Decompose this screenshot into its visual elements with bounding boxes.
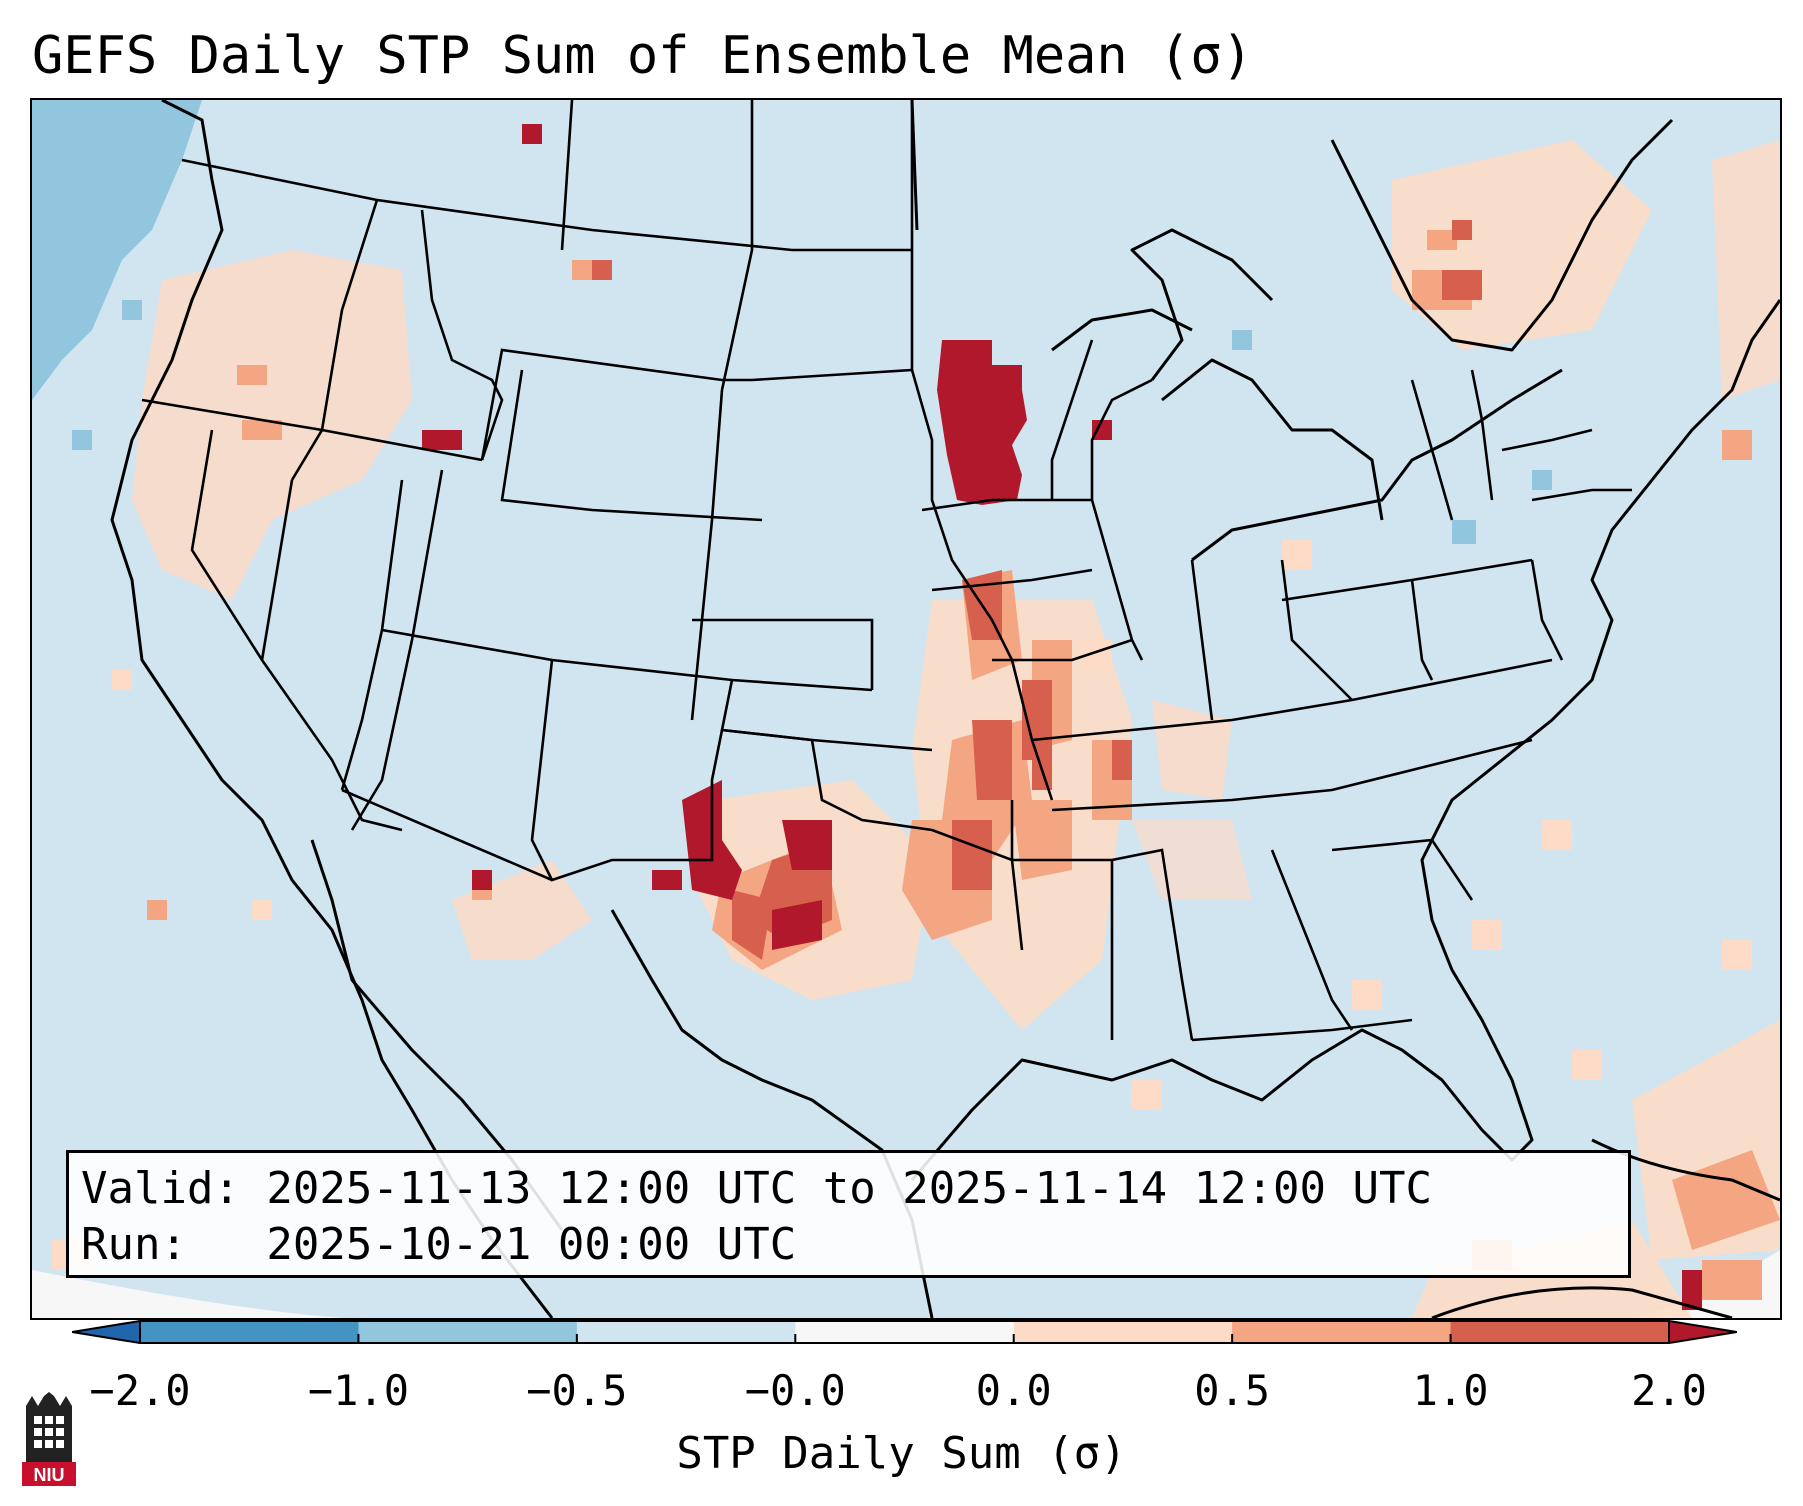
colorbar-bin <box>1450 1321 1670 1343</box>
extreme-anomaly-field <box>422 124 1702 1310</box>
colorbar <box>72 1320 1737 1344</box>
colorbar-bin <box>1013 1321 1233 1343</box>
colorbar-tick-label: 0.5 <box>1194 1366 1271 1415</box>
colorbar-tick-label: −0.0 <box>744 1366 846 1415</box>
valid-run-info-box: Valid: 2025-11-13 12:00 UTC to 2025-11-1… <box>66 1150 1631 1278</box>
colorbar-tick-label: 1.0 <box>1412 1366 1489 1415</box>
colorbar-tick-label: −0.5 <box>526 1366 628 1415</box>
niu-logo-text: NIU <box>34 1465 65 1485</box>
page-title: GEFS Daily STP Sum of Ensemble Mean (σ) <box>32 26 1253 86</box>
colorbar-bin <box>140 1321 359 1343</box>
colorbar-tick-label: 2.0 <box>1631 1366 1707 1415</box>
colorbar-bin <box>358 1321 578 1343</box>
colorbar-tick-label: 0.0 <box>975 1366 1052 1415</box>
coastlines <box>110 100 1780 1318</box>
colorbar-bins <box>140 1321 1670 1343</box>
map-canvas <box>32 100 1780 1318</box>
map-panel <box>30 98 1782 1320</box>
colorbar-bin <box>576 1321 796 1343</box>
colorbar-label: STP Daily Sum (σ) <box>676 1428 1127 1479</box>
colorbar-bin <box>1232 1321 1452 1343</box>
state-boundaries <box>141 100 1632 1042</box>
niu-logo: NIU <box>22 1392 76 1486</box>
colorbar-extend-low <box>72 1321 140 1343</box>
ocean-negative-anomaly <box>32 100 1552 544</box>
valid-time-text: Valid: 2025-11-13 12:00 UTC to 2025-11-1… <box>81 1163 1433 1214</box>
colorbar-extend-high <box>1669 1321 1737 1343</box>
run-time-text: Run: 2025-10-21 00:00 UTC <box>81 1219 797 1270</box>
colorbar-tick-label: −1.0 <box>307 1366 409 1415</box>
colorbar-ticks <box>139 1334 1670 1344</box>
colorbar-tick-label: −2.0 <box>89 1366 191 1415</box>
colorbar-bin <box>795 1321 1015 1343</box>
